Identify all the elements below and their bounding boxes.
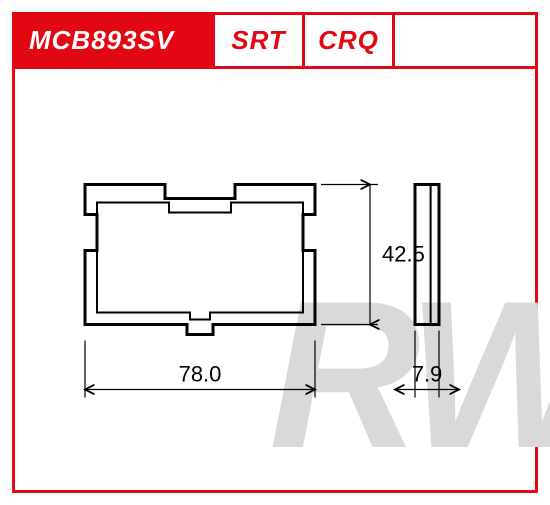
dimension-thickness: 7.9	[395, 331, 459, 398]
technical-diagram: 78.0 42.5 7.9	[15, 69, 535, 490]
variant-label-1: CRQ	[318, 25, 379, 56]
variant-label-0: SRT	[231, 25, 286, 56]
product-code: MCB893SV	[29, 25, 174, 56]
product-code-cell: MCB893SV	[15, 15, 215, 66]
card-body: RW	[15, 69, 535, 490]
pad-front-view	[85, 185, 315, 335]
header-row: MCB893SV SRT CRQ	[15, 15, 535, 69]
width-label: 78.0	[179, 362, 222, 387]
variant-cell-1: CRQ	[305, 15, 395, 66]
product-card: MCB893SV SRT CRQ RW	[12, 12, 538, 493]
thickness-label: 7.9	[412, 362, 443, 387]
height-label: 42.5	[382, 242, 425, 267]
dimension-height: 42.5	[321, 185, 425, 325]
variant-cell-0: SRT	[215, 15, 305, 66]
dimension-width: 78.0	[85, 341, 315, 398]
